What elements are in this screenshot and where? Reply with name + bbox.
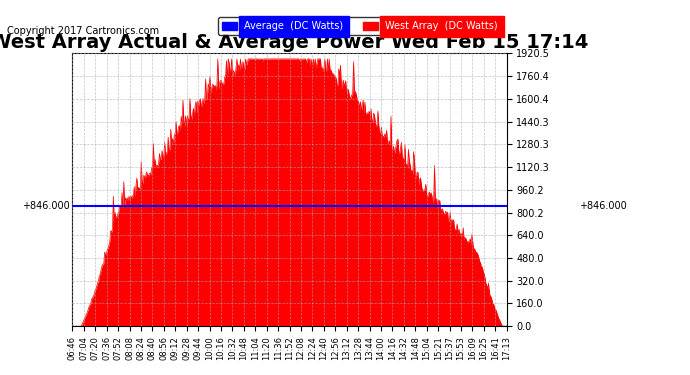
Title: West Array Actual & Average Power Wed Feb 15 17:14: West Array Actual & Average Power Wed Fe…: [0, 33, 589, 52]
Text: Copyright 2017 Cartronics.com: Copyright 2017 Cartronics.com: [7, 26, 159, 36]
Text: +846.000: +846.000: [22, 201, 70, 211]
Text: +846.000: +846.000: [579, 201, 627, 211]
Legend: Average  (DC Watts), West Array  (DC Watts): Average (DC Watts), West Array (DC Watts…: [218, 17, 502, 35]
